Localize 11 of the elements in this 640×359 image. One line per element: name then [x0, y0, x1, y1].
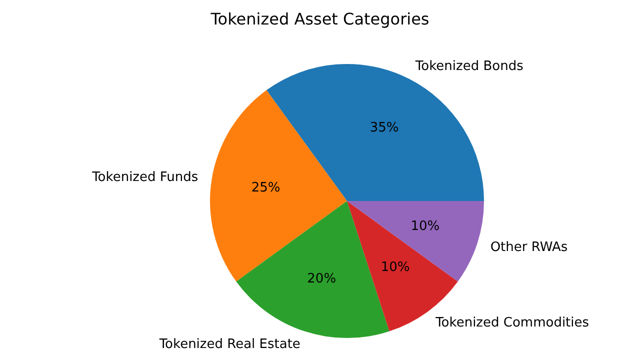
data-label: 10% — [410, 218, 440, 234]
data-label: 20% — [307, 272, 336, 287]
slice-label: Tokenized Funds — [91, 170, 198, 185]
slice-label: Tokenized Bonds — [414, 59, 524, 74]
slice-label: Other RWAs — [490, 240, 568, 256]
slice-label: Tokenized Commodities — [434, 315, 590, 330]
data-label: 25% — [251, 180, 280, 196]
chart-title: Tokenized Asset Categories — [210, 10, 430, 28]
data-label: 10% — [380, 260, 410, 275]
data-label: 35% — [370, 120, 399, 136]
slice-label: Tokenized Real Estate — [158, 336, 300, 352]
